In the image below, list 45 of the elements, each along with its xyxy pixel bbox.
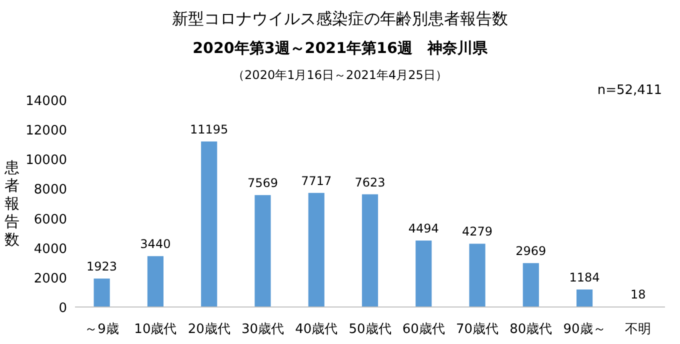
data-label: 4279 bbox=[462, 224, 493, 239]
x-tick-label: 20歳代 bbox=[188, 322, 230, 337]
bar bbox=[201, 141, 218, 307]
bar bbox=[416, 240, 432, 307]
chart-subtitle: 2020年第3週～2021年第16週 神奈川県 bbox=[192, 39, 488, 57]
data-label: 7623 bbox=[354, 175, 386, 190]
y-tick-label: 12000 bbox=[26, 124, 67, 139]
y-tick-label: 6000 bbox=[34, 212, 67, 228]
x-tick-label: 30歳代 bbox=[241, 322, 284, 337]
bar bbox=[254, 195, 271, 307]
data-label: 3440 bbox=[140, 237, 171, 252]
text: n=52,411 bbox=[597, 83, 662, 98]
data-label: 18 bbox=[630, 288, 646, 302]
bar bbox=[522, 263, 539, 307]
data-label: 7569 bbox=[247, 176, 278, 190]
chart-title: 新型コロナウイルス感染症の年齢別患者報告数 bbox=[172, 9, 508, 28]
x-tick-label: 40歳代 bbox=[295, 322, 338, 337]
y-tick-label: 8000 bbox=[34, 182, 67, 198]
y-tick-label: 0 bbox=[58, 301, 67, 316]
x-tick-label: 70歳代 bbox=[456, 322, 499, 337]
bar bbox=[469, 244, 486, 307]
data-label: 1184 bbox=[569, 270, 600, 284]
data-label: 11195 bbox=[190, 122, 228, 136]
y-tick-label: 4000 bbox=[34, 242, 67, 257]
x-tick-label: 60歳代 bbox=[402, 322, 445, 337]
y-axis-title: 患者報告数 bbox=[4, 158, 20, 248]
x-tick-label: ～9歳 bbox=[84, 322, 119, 337]
x-tick-label: 50歳代 bbox=[348, 322, 392, 337]
bar bbox=[576, 289, 593, 307]
data-label: 1923 bbox=[86, 260, 118, 274]
data-label: 4494 bbox=[408, 222, 439, 236]
y-tick-label: 2000 bbox=[34, 271, 67, 286]
bar bbox=[147, 256, 164, 307]
y-tick-label: 14000 bbox=[26, 94, 67, 109]
x-tick-label: 90歳～ bbox=[563, 322, 606, 337]
bar bbox=[362, 194, 378, 307]
x-tick-label: 80歳代 bbox=[510, 322, 552, 337]
y-tick-label: 10000 bbox=[26, 153, 67, 168]
text: （2020年1月16日～2021年4月25日） bbox=[232, 68, 448, 82]
x-tick-label: 10歳代 bbox=[134, 322, 177, 337]
data-label: 2969 bbox=[516, 244, 546, 258]
bar bbox=[94, 278, 110, 307]
x-tick-label: 不明 bbox=[625, 322, 652, 337]
bar bbox=[308, 192, 324, 307]
data-label: 7717 bbox=[301, 174, 332, 188]
